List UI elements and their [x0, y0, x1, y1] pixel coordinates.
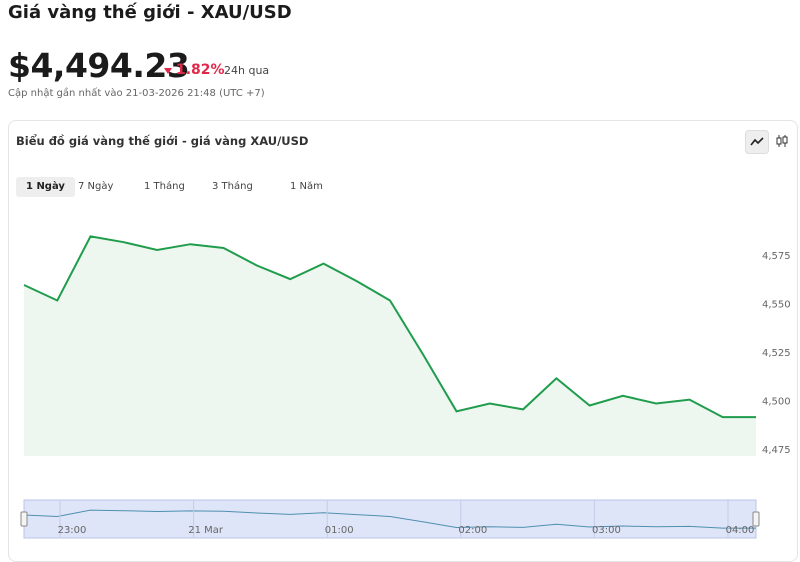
navigator-handle: [20, 511, 28, 527]
card-title: Biểu đồ giá vàng thế giới - giá vàng XAU…: [16, 134, 309, 148]
price-change: 1.82%: [176, 62, 225, 78]
range-tab[interactable]: 7 Ngày: [78, 181, 114, 192]
navigator-label: 01:00: [325, 525, 354, 536]
page-title: Giá vàng thế giới - XAU/USD: [8, 2, 292, 23]
range-tab[interactable]: 1 Tháng: [144, 181, 185, 192]
navigator-label: 21 Mar: [188, 525, 224, 536]
price: $4,494.23: [8, 46, 190, 85]
y-tick-label: 4,575: [762, 251, 791, 262]
range-tab[interactable]: 1 Ngày: [16, 177, 75, 197]
y-tick-label: 4,525: [762, 348, 791, 359]
navigator-label: 04:00: [726, 525, 755, 536]
line-chart-toggle[interactable]: [745, 130, 769, 154]
navigator-handle: [752, 511, 760, 527]
page: Giá vàng thế giới - XAU/USD $4,494.23 1.…: [8, 2, 798, 562]
y-tick-label: 4,475: [762, 445, 791, 456]
y-tick-label: 4,500: [762, 397, 791, 408]
down-arrow: [164, 68, 172, 74]
chart: 4,475 4,500 4,525 4,550 4,575 23:00 21 Mar 01:0…: [20, 235, 791, 539]
navigator-label: 03:00: [592, 525, 621, 536]
update-time: Cập nhật gần nhất vào 21-03-2026 21:48 (…: [8, 88, 265, 99]
price-line: [23, 235, 756, 419]
navigator-line: [23, 509, 756, 529]
navigator-background: [23, 499, 757, 539]
candle-chart-toggle[interactable]: [771, 130, 793, 152]
range-tab[interactable]: 3 Tháng: [212, 181, 253, 192]
range-tab[interactable]: 1 Năm: [290, 181, 323, 192]
navigator-label: 23:00: [58, 525, 87, 536]
y-tick-label: 4,550: [762, 299, 791, 310]
change-period: 24h qua: [224, 64, 270, 77]
navigator-label: 02:00: [458, 525, 487, 536]
area-fill: [24, 236, 756, 456]
